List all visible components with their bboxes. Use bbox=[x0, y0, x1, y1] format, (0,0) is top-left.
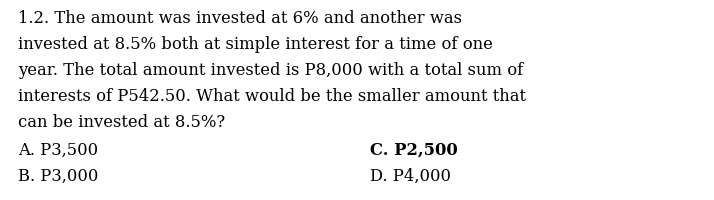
Text: interests of P542.50. What would be the smaller amount that: interests of P542.50. What would be the … bbox=[18, 88, 526, 104]
Text: C. P2,500: C. P2,500 bbox=[370, 141, 458, 158]
Text: D. P4,000: D. P4,000 bbox=[370, 167, 451, 184]
Text: A. P3,500: A. P3,500 bbox=[18, 141, 98, 158]
Text: year. The total amount invested is P8,000 with a total sum of: year. The total amount invested is P8,00… bbox=[18, 62, 523, 79]
Text: B. P3,000: B. P3,000 bbox=[18, 167, 99, 184]
Text: 1.2. The amount was invested at 6% and another was: 1.2. The amount was invested at 6% and a… bbox=[18, 10, 462, 27]
Text: invested at 8.5% both at simple interest for a time of one: invested at 8.5% both at simple interest… bbox=[18, 36, 493, 53]
Text: can be invested at 8.5%?: can be invested at 8.5%? bbox=[18, 113, 225, 130]
